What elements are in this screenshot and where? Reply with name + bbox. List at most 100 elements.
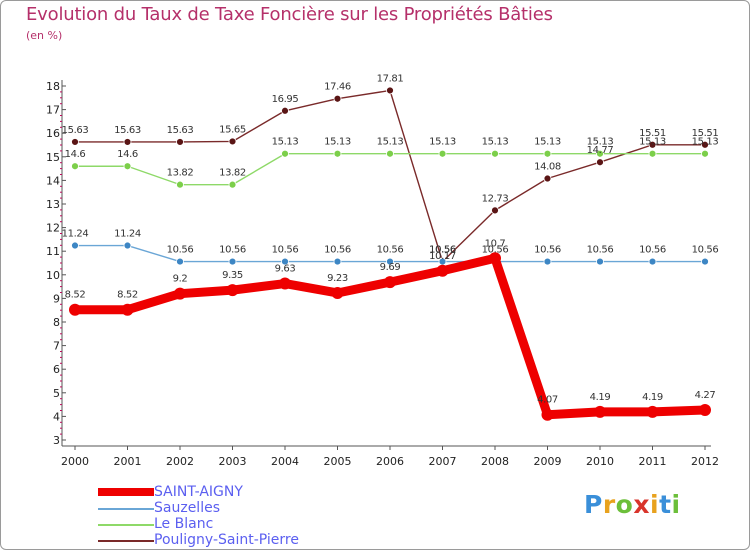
x-axis-ticks: 2000 2001 2002 2003 2004 2005 2006 2007 2008 2009… xyxy=(61,446,719,468)
legend-swatch-pouligny-saint-pierre xyxy=(98,540,154,542)
data-label-sauzelles: 10.56 xyxy=(219,245,246,256)
point-le-blanc xyxy=(176,180,184,189)
point-sauzelles xyxy=(648,257,657,266)
point-saint-aigny xyxy=(384,276,396,289)
point-sauzelles xyxy=(386,257,394,266)
point-sauzelles xyxy=(281,257,289,266)
data-label-le-blanc: 15.13 xyxy=(482,137,509,148)
point-pouligny-saint-pierre xyxy=(386,86,394,95)
point-sauzelles xyxy=(71,241,79,250)
data-label-le-blanc: 15.13 xyxy=(272,137,299,148)
data-label-saint-aigny: 10.17 xyxy=(429,251,456,262)
point-pouligny-saint-pierre xyxy=(333,94,342,103)
point-saint-aigny xyxy=(226,284,239,297)
data-label-pouligny-saint-pierre: 17.81 xyxy=(377,73,404,84)
data-label-sauzelles: 10.56 xyxy=(167,245,194,256)
data-label-pouligny-saint-pierre: 15.63 xyxy=(167,125,194,136)
point-pouligny-saint-pierre xyxy=(491,206,499,215)
x-tick-label: 2005 xyxy=(324,455,352,468)
series-layer xyxy=(69,86,711,421)
data-label-le-blanc: 15.13 xyxy=(377,137,404,148)
data-label-sauzelles: 10.56 xyxy=(639,245,666,256)
y-axis-ticks: 3 4 5 6 7 8 9 10 11 12 13 14 15 16 17 18 xyxy=(46,80,66,447)
x-tick-label: 2007 xyxy=(429,455,457,468)
x-tick-label: 2003 xyxy=(219,455,247,468)
point-pouligny-saint-pierre xyxy=(281,106,289,115)
point-le-blanc xyxy=(596,149,604,158)
data-label-sauzelles: 11.24 xyxy=(114,229,141,240)
y-tick-label: 6 xyxy=(53,363,60,376)
data-label-sauzelles: 10.56 xyxy=(692,245,719,256)
point-pouligny-saint-pierre xyxy=(71,138,79,146)
x-tick-label: 2011 xyxy=(639,455,667,468)
chart-title: Evolution du Taux de Taxe Foncière sur l… xyxy=(26,4,553,25)
data-label-le-blanc: 15.13 xyxy=(429,137,456,148)
legend-label-saint-aigny: SAINT-AIGNY xyxy=(154,484,243,500)
point-saint-aigny xyxy=(69,303,81,316)
data-label-pouligny-saint-pierre: 15.63 xyxy=(62,125,89,136)
data-label-sauzelles: 10.56 xyxy=(377,245,404,256)
point-pouligny-saint-pierre xyxy=(596,158,604,167)
data-label-pouligny-saint-pierre: 15.51 xyxy=(639,128,666,139)
point-pouligny-saint-pierre xyxy=(228,137,237,146)
data-label-pouligny-saint-pierre: 10.56 xyxy=(429,245,456,256)
data-label-le-blanc: 13.82 xyxy=(219,168,246,179)
logo-letter: r xyxy=(602,490,616,519)
point-saint-aigny xyxy=(646,405,659,418)
data-label-saint-aigny: 4.27 xyxy=(695,390,716,401)
data-label-saint-aigny: 8.52 xyxy=(65,290,86,301)
point-sauzelles xyxy=(333,257,342,266)
legend-label-pouligny-saint-pierre: Pouligny-Saint-Pierre xyxy=(154,532,299,548)
y-tick-label: 5 xyxy=(53,387,60,400)
data-label-saint-aigny: 9.23 xyxy=(327,273,348,284)
data-label-pouligny-saint-pierre: 15.65 xyxy=(219,124,246,135)
y-tick-label: 9 xyxy=(53,292,60,305)
y-tick-label: 18 xyxy=(46,80,60,93)
y-tick-label: 8 xyxy=(53,316,60,329)
data-label-saint-aigny: 9.69 xyxy=(380,262,401,273)
y-tick-label: 3 xyxy=(53,434,60,447)
point-le-blanc xyxy=(123,162,132,171)
y-tick-label: 15 xyxy=(46,151,60,164)
logo-letter: i xyxy=(650,490,660,519)
logo-letter: x xyxy=(633,490,650,519)
point-le-blanc xyxy=(281,149,289,158)
data-label-saint-aigny: 8.52 xyxy=(117,290,138,301)
legend-swatch-le-blanc xyxy=(98,524,154,526)
x-tick-label: 2006 xyxy=(376,455,404,468)
chart-subtitle: (en %) xyxy=(26,29,63,42)
data-label-saint-aigny: 9.63 xyxy=(275,264,296,275)
point-saint-aigny xyxy=(279,277,291,290)
point-pouligny-saint-pierre xyxy=(701,140,709,149)
data-label-sauzelles: 10.56 xyxy=(534,245,561,256)
x-tick-label: 2002 xyxy=(166,455,194,468)
y-tick-label: 7 xyxy=(53,340,60,353)
point-sauzelles xyxy=(123,241,132,250)
data-label-saint-aigny: 9.2 xyxy=(173,274,188,285)
data-label-pouligny-saint-pierre: 14.77 xyxy=(587,145,614,156)
y-tick-label: 16 xyxy=(46,127,60,140)
x-tick-label: 2008 xyxy=(481,455,509,468)
legend-swatch-saint-aigny xyxy=(98,488,154,496)
data-label-le-blanc: 15.13 xyxy=(534,137,561,148)
data-label-le-blanc: 14.6 xyxy=(65,149,86,160)
point-le-blanc xyxy=(648,149,657,158)
data-label-sauzelles: 10.56 xyxy=(324,245,351,256)
point-le-blanc xyxy=(71,162,79,171)
data-label-sauzelles: 10.56 xyxy=(482,245,509,256)
legend-label-sauzelles: Sauzelles xyxy=(154,500,220,516)
y-tick-label: 12 xyxy=(46,222,60,235)
data-label-le-blanc: 15.13 xyxy=(639,137,666,148)
legend-swatch-sauzelles xyxy=(98,508,154,510)
point-pouligny-saint-pierre xyxy=(543,174,552,183)
point-le-blanc xyxy=(701,149,709,158)
point-pouligny-saint-pierre xyxy=(123,138,132,146)
data-label-saint-aigny: 4.19 xyxy=(590,392,611,403)
data-label-sauzelles: 10.56 xyxy=(429,245,456,256)
data-label-sauzelles: 11.24 xyxy=(62,229,89,240)
point-le-blanc xyxy=(438,149,447,158)
logo-letter: t xyxy=(659,490,672,519)
point-sauzelles xyxy=(228,257,237,266)
point-le-blanc xyxy=(228,180,237,189)
